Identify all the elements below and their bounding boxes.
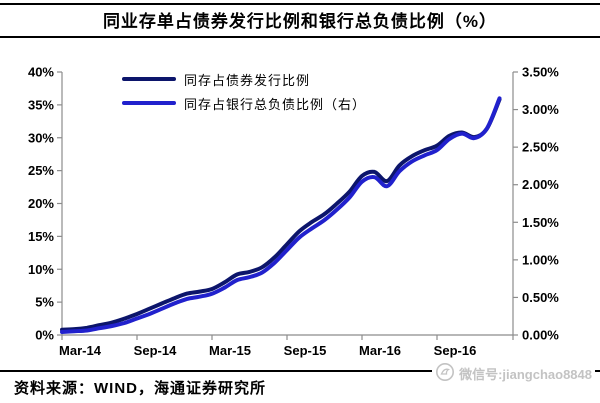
x-tick-label: Mar-16 — [359, 343, 401, 358]
y-left-tick-label: 20% — [28, 196, 54, 211]
legend-label-series1: 同存占债券发行比例 — [184, 72, 311, 88]
y-left-tick-label: 40% — [28, 65, 54, 80]
page-title: 同业存单占债券发行比例和银行总负债比例（%） — [102, 12, 498, 31]
y-right-tick-label: 3.00% — [522, 102, 559, 117]
legend-line-swatch-blue — [122, 101, 176, 105]
x-tick-label: Mar-14 — [59, 343, 102, 358]
x-tick-label: Mar-15 — [209, 343, 251, 358]
legend-item-series2: 同存占银行总负债比例（右） — [122, 91, 366, 115]
y-right-tick-label: 3.50% — [522, 65, 559, 80]
y-right-tick-label: 1.00% — [522, 252, 559, 267]
x-tick-label: Sep-15 — [284, 343, 327, 358]
legend-label-series2: 同存占银行总负债比例（右） — [184, 96, 367, 112]
y-left-tick-label: 25% — [28, 163, 54, 178]
watermark-text: 微信号:jiangchao8848 — [459, 366, 592, 382]
y-left-tick-label: 35% — [28, 97, 54, 112]
series-line-1 — [60, 97, 502, 332]
bird-logo-icon — [435, 362, 455, 385]
y-left-tick-label: 10% — [28, 262, 54, 277]
y-right-tick-label: 0.00% — [522, 328, 559, 343]
y-left-tick-label: 0% — [35, 328, 54, 343]
y-left-tick-label: 30% — [28, 130, 54, 145]
source-note: 资料来源：WIND，海通证券研究所 — [14, 380, 266, 397]
title-top-rule — [0, 3, 600, 5]
x-tick-label: Sep-14 — [134, 343, 177, 358]
y-right-tick-label: 2.00% — [522, 177, 559, 192]
chart-legend: 同存占债券发行比例 同存占银行总负债比例（右） — [122, 67, 366, 115]
y-right-tick-label: 1.50% — [522, 215, 559, 230]
watermark: 微信号:jiangchao8848 — [432, 361, 595, 385]
legend-line-swatch-dark — [122, 77, 176, 81]
y-right-tick-label: 0.50% — [522, 290, 559, 305]
title-bottom-rule — [0, 36, 600, 38]
legend-item-series1: 同存占债券发行比例 — [122, 67, 366, 91]
footer-rule — [0, 370, 600, 372]
y-left-tick-label: 5% — [35, 295, 54, 310]
x-tick-label: Sep-16 — [434, 343, 477, 358]
y-right-tick-label: 2.50% — [522, 140, 559, 155]
series-line-2 — [60, 96, 502, 334]
y-left-tick-label: 15% — [28, 229, 54, 244]
